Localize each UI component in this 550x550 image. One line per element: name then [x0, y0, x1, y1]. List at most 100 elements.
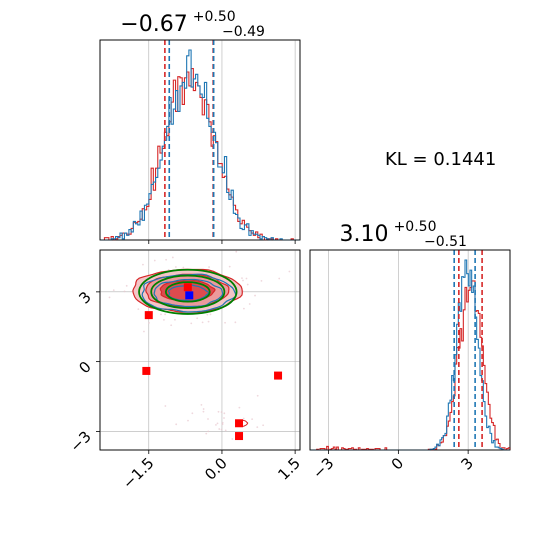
scatter-dot: [209, 313, 212, 316]
scatter-dot: [190, 322, 193, 325]
scatter-dot: [187, 419, 189, 422]
scatter-dot: [220, 428, 223, 431]
scatter-dot: [228, 265, 231, 268]
scatter-dot: [260, 280, 263, 282]
scatter-dot: [112, 289, 115, 292]
tick-label-param2-x-1: 0: [388, 454, 407, 473]
scatter-dot: [206, 313, 209, 316]
scatter-dot: [125, 284, 128, 287]
scatter-dot: [256, 426, 259, 429]
red-square-marker-3: [274, 371, 283, 380]
scatter-dot: [235, 250, 238, 253]
scatter-dot: [142, 263, 144, 266]
param1-title: −0.67 +0.50: [120, 9, 235, 37]
tick-label-param2-y-0: −3: [66, 427, 94, 455]
scatter-dot: [202, 410, 205, 413]
scatter-dot: [278, 277, 281, 280]
tick-label-param1-0: −1.5: [119, 454, 157, 492]
scatter-dot: [224, 321, 226, 324]
scatter-dot: [251, 418, 254, 421]
panel-frame-overlay-0: [99, 39, 301, 241]
scatter-dot: [207, 430, 210, 433]
scatter-dot: [238, 406, 241, 409]
tick-label-param1-2: 1.5: [274, 454, 304, 484]
scatter-dot: [262, 424, 265, 427]
scatter-dot: [221, 423, 224, 426]
grid-layer: [100, 40, 469, 450]
scatter-dot: [191, 412, 194, 415]
red-square-marker-4: [235, 419, 244, 428]
scatter-dot: [242, 417, 245, 420]
scatter-dot: [182, 266, 185, 269]
scatter-dot: [163, 318, 165, 321]
scatter-dot: [248, 303, 251, 305]
param1-plus: +0.50: [193, 9, 236, 25]
scatter-dot: [137, 308, 140, 310]
green-ellipse-1: [150, 274, 226, 310]
scatter-dot: [174, 318, 176, 321]
panel-top-left-frame: [99, 39, 301, 241]
scatter-dot: [160, 313, 162, 316]
scatter-dot: [165, 258, 168, 261]
scatter-dot: [123, 290, 126, 293]
scatter-dot: [223, 417, 225, 419]
scatter-dot: [170, 324, 173, 327]
param2-title: 3.10 +0.50: [340, 219, 437, 247]
scatter-dot: [143, 330, 145, 333]
scatter-dot: [108, 296, 111, 299]
tick-label-param2-y-2: 3: [75, 288, 94, 307]
scatter-dot: [241, 277, 243, 280]
scatter-dot: [207, 418, 209, 420]
tick-label-param1-1: 0.0: [201, 454, 231, 484]
scatter-dot: [215, 423, 217, 426]
scatter-dot: [164, 405, 167, 407]
scatter-dot: [245, 277, 248, 280]
scatter-dot: [224, 429, 227, 432]
scatter-dot: [202, 408, 205, 410]
blue-square-marker: [185, 291, 194, 300]
green-ellipse-2: [138, 268, 238, 315]
scatter-dot: [200, 403, 203, 406]
scatter-dot: [164, 313, 167, 316]
red-square-marker-5: [235, 432, 244, 441]
panel-bottom-right-frame: [309, 249, 511, 451]
tick-label-param2-x-0: −3: [309, 454, 337, 482]
scatter-dot: [208, 266, 210, 268]
red-square-marker-0: [144, 311, 153, 320]
kl-annotation: KL = 0.1441: [385, 149, 496, 170]
blue-contour-outer: [141, 273, 237, 313]
scatter-dot: [242, 279, 244, 282]
scatter-dot: [246, 283, 249, 286]
scatter-dot: [218, 428, 221, 430]
scatter-dot: [205, 432, 208, 435]
scatter-dot: [288, 270, 291, 273]
scatter-dot: [256, 394, 259, 397]
scatter-dot: [174, 266, 177, 268]
scatter-dot: [221, 421, 224, 424]
scatter-dot: [231, 438, 234, 440]
blue-contour-middle: [153, 278, 224, 308]
param2-plus: +0.50: [394, 219, 437, 235]
scatter-dot: [196, 317, 199, 320]
scatter-dot: [153, 259, 156, 262]
panel-frame-overlay-1: [99, 249, 301, 451]
scatter-dot: [234, 321, 237, 324]
tick-label-param2-x-2: 3: [457, 454, 476, 473]
blue-contour-inner: [167, 284, 210, 302]
tick-label-param2-y-1: 0: [75, 358, 94, 377]
red-square-marker-1: [183, 283, 192, 292]
param1-minus: −0.49: [222, 24, 265, 40]
red-square-marker-2: [142, 366, 151, 375]
scatter-dot: [201, 321, 204, 324]
param1-median: −0.67: [120, 12, 187, 37]
param2-minus: −0.51: [424, 234, 467, 250]
scatter-dot: [223, 412, 226, 415]
green-ellipse-0: [164, 281, 211, 303]
hist1-blue-series: [100, 49, 300, 241]
scatter-dot: [216, 422, 219, 425]
scatter-dot: [243, 307, 245, 310]
param2-median: 3.10: [340, 222, 389, 247]
scatter-dot: [207, 320, 210, 323]
plot-layer: [100, 40, 511, 451]
